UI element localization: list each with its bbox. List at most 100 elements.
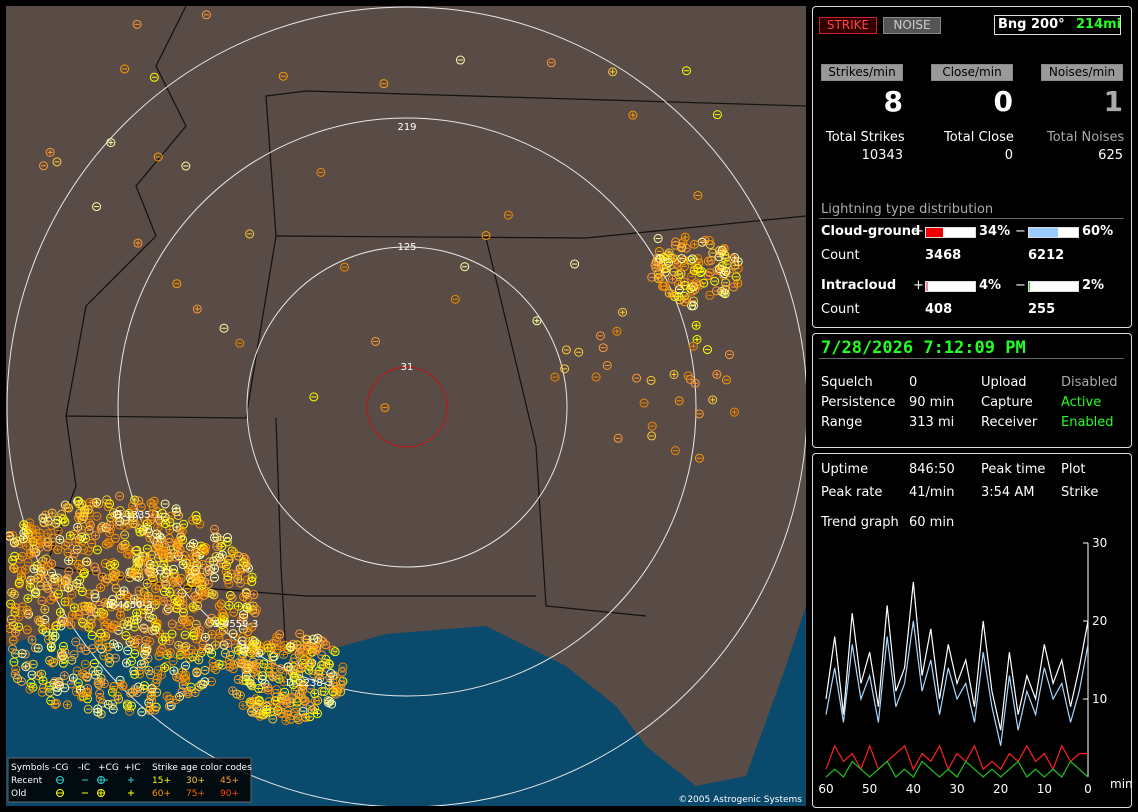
strike-symbol (76, 686, 86, 696)
strike-symbol (193, 601, 203, 611)
strike-symbol (107, 595, 117, 605)
strike-symbol (192, 546, 202, 556)
strike-symbol (305, 657, 315, 667)
percent: 4% (979, 278, 1002, 293)
strike-symbol (63, 583, 73, 593)
strike-symbol (93, 499, 99, 505)
strike-symbol (95, 694, 105, 704)
strike-symbol (170, 573, 180, 583)
strike-symbol (22, 660, 32, 670)
strike-symbol (29, 637, 35, 643)
strike-symbol (691, 320, 701, 330)
strike-symbol (82, 673, 92, 683)
strike-symbol (242, 664, 252, 674)
strike-symbol (180, 630, 190, 640)
strike-symbol (667, 289, 677, 299)
strike-symbol (204, 643, 214, 653)
strike-symbol (306, 684, 316, 694)
strike-symbol (570, 259, 580, 269)
strike-symbol (80, 670, 90, 680)
strike-symbol (96, 523, 106, 533)
strike-symbol (312, 691, 318, 697)
strike-symbol (560, 364, 570, 374)
strike-symbol (100, 577, 110, 587)
x-unit: min (1110, 777, 1132, 791)
strike-symbol (131, 546, 141, 556)
strike-symbol (39, 161, 49, 171)
strike-symbol (167, 619, 177, 629)
strike-symbol (31, 566, 37, 572)
strike-symbol (243, 678, 249, 684)
strike-symbol (730, 253, 740, 263)
strike-symbol (164, 652, 170, 658)
strike-symbol (720, 250, 730, 260)
strike-symbol (223, 571, 233, 581)
total-value: 625 (1098, 148, 1123, 163)
strike-symbol (321, 640, 331, 650)
strike-symbol (9, 589, 19, 599)
strike-symbol (75, 575, 85, 585)
trend-panel (812, 453, 1132, 808)
strike-symbol (58, 514, 68, 524)
borders (45, 6, 806, 657)
strike-symbol (460, 262, 470, 272)
legend: Symbols -CG -IC +CG +IC Strike age color… (7, 757, 252, 803)
strike-symbol (22, 625, 32, 635)
strike-symbol (155, 646, 165, 656)
strike-symbol (27, 535, 37, 545)
strike-symbol (670, 446, 680, 456)
strike-symbol (12, 605, 18, 611)
strike-symbol (245, 697, 255, 707)
count: 408 (925, 302, 953, 317)
strike-symbol (730, 256, 736, 262)
strike-symbol (130, 495, 140, 505)
setting: Disabled (1061, 375, 1118, 390)
count-label: Count (821, 248, 860, 263)
strike-symbol (693, 190, 703, 200)
strike-symbol (682, 234, 688, 240)
strike-symbol (74, 559, 84, 569)
strike-symbol (481, 230, 491, 240)
strike-symbol (58, 641, 68, 651)
strike-symbol (106, 530, 112, 536)
strike-symbol (140, 643, 150, 653)
strike-symbol (194, 682, 204, 692)
setting: Squelch (821, 375, 873, 390)
strike-symbol (100, 621, 110, 631)
strike-symbol (167, 629, 177, 639)
strike-symbol (294, 670, 304, 680)
strike-symbol (179, 519, 189, 529)
strike-symbol (157, 534, 163, 540)
strike-symbol (249, 650, 255, 656)
strike-symbol (137, 707, 147, 717)
strike-symbol (143, 558, 153, 568)
strike-symbol (192, 304, 202, 314)
setting: Persistence (821, 395, 896, 410)
type-name: Intracloud (821, 278, 897, 293)
noise-button[interactable]: NOISE (883, 17, 941, 34)
strike-symbol (200, 665, 210, 675)
x-tick-label: 30 (949, 782, 964, 796)
strike-symbol (210, 665, 216, 671)
strike-symbol (16, 539, 26, 549)
strike-symbol (7, 644, 17, 654)
strike-symbol (119, 586, 129, 596)
strike-symbol (263, 663, 273, 673)
stat: 3:54 AM (981, 485, 1035, 500)
strike-symbol (561, 345, 571, 355)
strike-button[interactable]: STRIKE (819, 17, 877, 34)
strike-symbol (687, 254, 697, 264)
strike-symbol (55, 534, 65, 544)
strike-symbol (133, 238, 143, 248)
strike-symbol (107, 522, 113, 528)
strike-symbol (83, 505, 93, 515)
strike-symbol (17, 602, 27, 612)
trend-line (825, 581, 1089, 731)
strike-symbol (239, 658, 249, 668)
strike-symbol (174, 524, 180, 530)
strike-symbol (134, 569, 144, 579)
rate-label: Strikes/min (821, 64, 903, 81)
strike-symbol (123, 616, 133, 626)
rates-panel (812, 6, 1132, 328)
strike-symbol (245, 229, 255, 239)
